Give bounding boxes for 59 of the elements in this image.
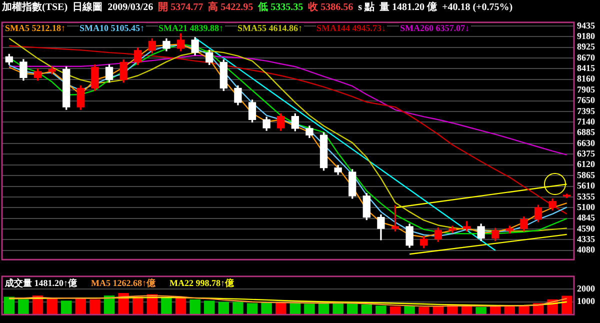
y-tick-label: 1000 <box>577 296 596 306</box>
text: s 點 <box>358 2 375 13</box>
y-tick-label: 4845 <box>577 212 596 223</box>
bar <box>218 302 230 315</box>
text: 量 1481.20 億 <box>380 2 438 13</box>
y-tick-label: 5100 <box>577 202 596 212</box>
bar <box>161 298 172 315</box>
y-tick-label: 8670 <box>577 52 596 62</box>
bar <box>476 306 486 315</box>
y-tick-label: 9180 <box>577 30 596 41</box>
bar <box>376 306 386 315</box>
series-label: MA5 1262.68↑億 <box>90 278 156 288</box>
bar <box>46 298 58 315</box>
bar <box>418 306 430 315</box>
text: SMA55 4614.86↑ <box>236 23 304 33</box>
text: 低 5335.35 <box>258 2 304 13</box>
bar <box>190 299 200 315</box>
bar <box>18 299 29 315</box>
series-label: SMA21 4839.88↑ <box>158 23 224 33</box>
bar <box>232 302 244 315</box>
text: SMA10 5105.45↑ <box>78 23 146 33</box>
series-label: MA22 998.78↑億 <box>168 278 235 288</box>
y-tick-label: 4590 <box>577 223 596 234</box>
y-tick-label: 6885 <box>577 127 596 138</box>
bar <box>90 299 100 315</box>
y-tick-label: 4080 <box>577 244 596 255</box>
series-label: 成交量 1481.20↑億 <box>4 278 78 288</box>
text: 收 5386.56 <box>308 2 354 13</box>
text: 2009/03/26 <box>108 2 154 13</box>
y-tick-label: 7395 <box>577 106 596 116</box>
chart-title: 加權指數(TSE) <box>2 2 68 13</box>
y-tick-label: 5355 <box>577 191 596 202</box>
chart-subtitle: 日線圖 <box>72 2 103 13</box>
y-tick-label: 8925 <box>577 42 596 52</box>
y-tick-label: 8415 <box>577 63 596 74</box>
y-tick-label: 6630 <box>577 138 596 148</box>
y-tick-label: 7905 <box>577 84 596 94</box>
bar <box>361 304 372 315</box>
bar <box>204 300 215 315</box>
text: SMA144 4945.73↓ <box>316 23 387 33</box>
bar <box>290 303 301 315</box>
y-tick-label: 7650 <box>577 95 596 106</box>
y-tick-label: 2000 <box>577 283 596 294</box>
text: 高 5422.95 <box>208 2 254 13</box>
y-tick-label: 4335 <box>577 234 596 244</box>
text: +40.18 (+0.75%) <box>442 2 513 13</box>
y-tick-label: 6120 <box>577 159 596 170</box>
y-tick-label: 5610 <box>577 180 596 191</box>
text: 開 5374.77 <box>158 2 204 13</box>
bar <box>246 303 258 315</box>
y-tick-label: 6375 <box>577 148 596 159</box>
y-tick-label: 5865 <box>577 170 596 180</box>
y-tick-label: 7140 <box>577 116 596 126</box>
text: SMA5 5212.18↑ <box>4 23 66 33</box>
bar <box>304 304 315 315</box>
bar <box>60 300 72 315</box>
y-tick-label: 8160 <box>577 74 596 84</box>
text: SMA260 6357.07↓ <box>399 23 470 33</box>
y-tick-label: 9435 <box>577 20 596 30</box>
